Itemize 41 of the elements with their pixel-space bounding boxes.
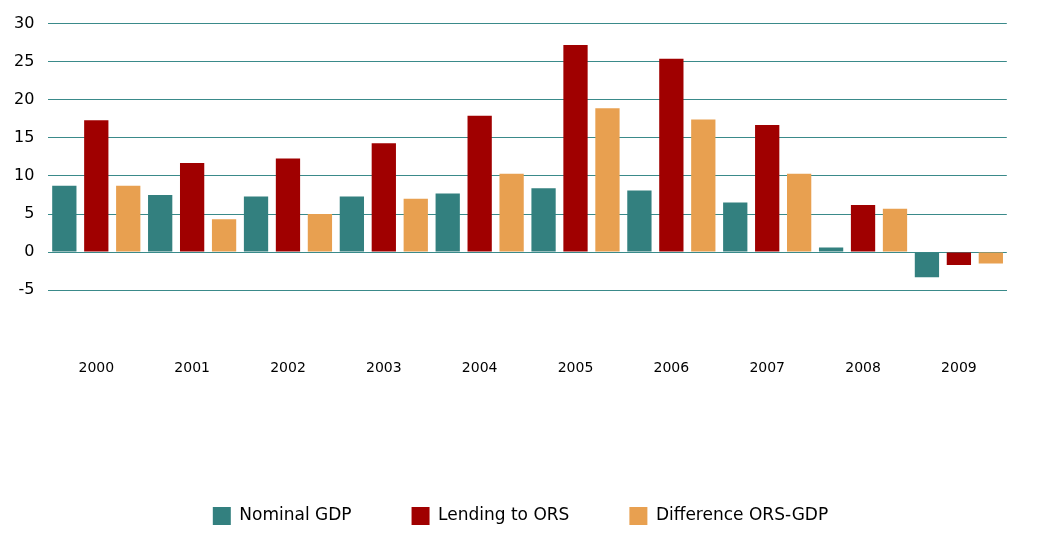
- bar: [84, 120, 109, 252]
- legend-label: Lending to ORS: [438, 504, 570, 525]
- x-tick-label: 2006: [653, 359, 690, 376]
- y-tick-label: -5: [18, 279, 35, 299]
- x-tick-label: 2009: [941, 359, 977, 376]
- legend-label: Nominal GDP: [239, 504, 352, 525]
- bar: [563, 44, 588, 252]
- bar: [882, 208, 908, 252]
- bar: [307, 214, 333, 252]
- x-tick-label: 2000: [78, 359, 115, 376]
- y-tick-label: 10: [14, 165, 35, 185]
- y-tick-label: 20: [14, 88, 35, 108]
- bar: [978, 252, 1003, 264]
- bar: [787, 173, 812, 252]
- legend-label: Difference ORS-GDP: [655, 504, 829, 525]
- x-tick-label: 2008: [845, 359, 881, 376]
- bar: [467, 115, 492, 252]
- bar: [371, 143, 396, 252]
- bar: [659, 58, 684, 252]
- x-tick-label: 2004: [461, 359, 498, 376]
- y-tick-label: 25: [14, 50, 35, 70]
- bar: [116, 185, 141, 252]
- bar: [595, 108, 620, 252]
- bar: [275, 158, 301, 252]
- bar: [211, 219, 237, 252]
- x-tick-label: 2005: [557, 359, 594, 376]
- y-tick-label: 15: [14, 127, 35, 147]
- x-tick-label: 2003: [366, 359, 402, 376]
- bar: [499, 173, 524, 252]
- x-tick-label: 2007: [749, 359, 786, 376]
- bar: [755, 124, 780, 252]
- bar: [946, 252, 972, 266]
- bar: [691, 119, 716, 252]
- y-tick-label: 0: [24, 241, 35, 261]
- y-tick-label: 30: [14, 12, 35, 32]
- x-tick-label: 2001: [174, 359, 210, 376]
- bar: [403, 198, 428, 252]
- bar: [179, 162, 205, 252]
- bar: [850, 204, 876, 252]
- y-tick-label: 5: [24, 203, 35, 223]
- x-tick-label: 2002: [270, 359, 306, 376]
